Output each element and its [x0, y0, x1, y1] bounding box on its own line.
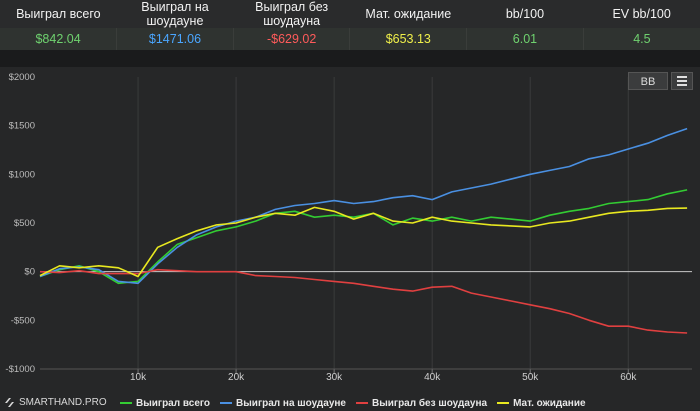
y-tick-label: -$1000 — [5, 364, 35, 375]
legend-label: Мат. ожидание — [513, 397, 586, 409]
stats-value-nonshowdown: -$629.02 — [232, 28, 350, 50]
legend-label: Выиграл на шоудауне — [236, 397, 346, 409]
x-tick-label: 60k — [620, 372, 637, 383]
legend-swatch — [497, 402, 510, 404]
legend-swatch — [120, 402, 132, 404]
plot-area — [40, 77, 692, 369]
y-tick-label: $500 — [14, 218, 35, 229]
legend-item[interactable]: Мат. ожидание — [497, 397, 586, 409]
x-tick-label: 40k — [424, 372, 441, 383]
bb-toggle-button[interactable]: BB — [628, 72, 668, 90]
x-tick-label: 20k — [228, 372, 245, 383]
section-divider — [0, 50, 700, 67]
y-tick-label: $1000 — [9, 169, 35, 180]
legend-swatch — [356, 402, 368, 404]
stats-value-evbb100: 4.5 — [582, 28, 700, 50]
y-tick-label: $1500 — [9, 121, 35, 132]
stats-header-showdown: Выиграл на шоудауне — [116, 0, 234, 28]
stats-header-nonshowdown: Выиграл без шоудауна — [233, 0, 350, 28]
y-tick-label: $2000 — [9, 72, 35, 83]
brand-name: SMARTHAND.PRO — [19, 397, 107, 408]
brand: SMARTHAND.PRO — [4, 397, 107, 408]
chart-legend: Выиграл всего Выиграл на шоудауне Выиграл … — [120, 397, 586, 409]
smarthand-logo-icon — [5, 398, 14, 407]
legend-item[interactable]: Выиграл без шоудауна — [356, 397, 487, 409]
legend-label: Выиграл без шоудауна — [372, 397, 488, 409]
series-line — [39, 127, 688, 285]
stats-header-ev: Мат. ожидание — [349, 0, 467, 28]
stats-value-showdown: $1471.06 — [116, 28, 234, 50]
stats-value-ev: $653.13 — [349, 28, 467, 50]
chart-panel: 10k 20k 30k 40k 50k 60k -$1000 -$500 $0 $500 $1000… — [0, 67, 700, 411]
x-tick-label: 10k — [130, 372, 147, 383]
stats-header-bb100: bb/100 — [466, 0, 584, 28]
legend-item[interactable]: Выиграл на шоудауне — [220, 397, 346, 409]
profit-chart: 10k 20k 30k 40k 50k 60k -$1000 -$500 $0 $500 $1000… — [5, 72, 692, 383]
stats-value-total: $842.04 — [0, 28, 117, 50]
series-line — [39, 206, 688, 278]
stats-header-total: Выиграл всего — [0, 0, 117, 28]
y-tick-label: -$500 — [11, 315, 35, 326]
legend-item[interactable]: Выиграл всего — [120, 397, 210, 409]
stats-summary: Выиграл всего Выиграл на шоудауне Выигра… — [0, 0, 700, 50]
series-line — [39, 268, 688, 334]
stats-table: Выиграл всего Выиграл на шоудауне Выигра… — [0, 0, 700, 50]
legend-swatch — [220, 402, 233, 404]
x-tick-label: 50k — [522, 372, 539, 383]
hamburger-menu-icon[interactable] — [671, 72, 693, 90]
stats-header-evbb100: EV bb/100 — [583, 0, 700, 28]
stats-value-bb100: 6.01 — [466, 28, 584, 50]
x-tick-label: 30k — [326, 372, 343, 383]
legend-label: Выиграл всего — [136, 397, 211, 409]
y-tick-label: $0 — [24, 267, 35, 278]
